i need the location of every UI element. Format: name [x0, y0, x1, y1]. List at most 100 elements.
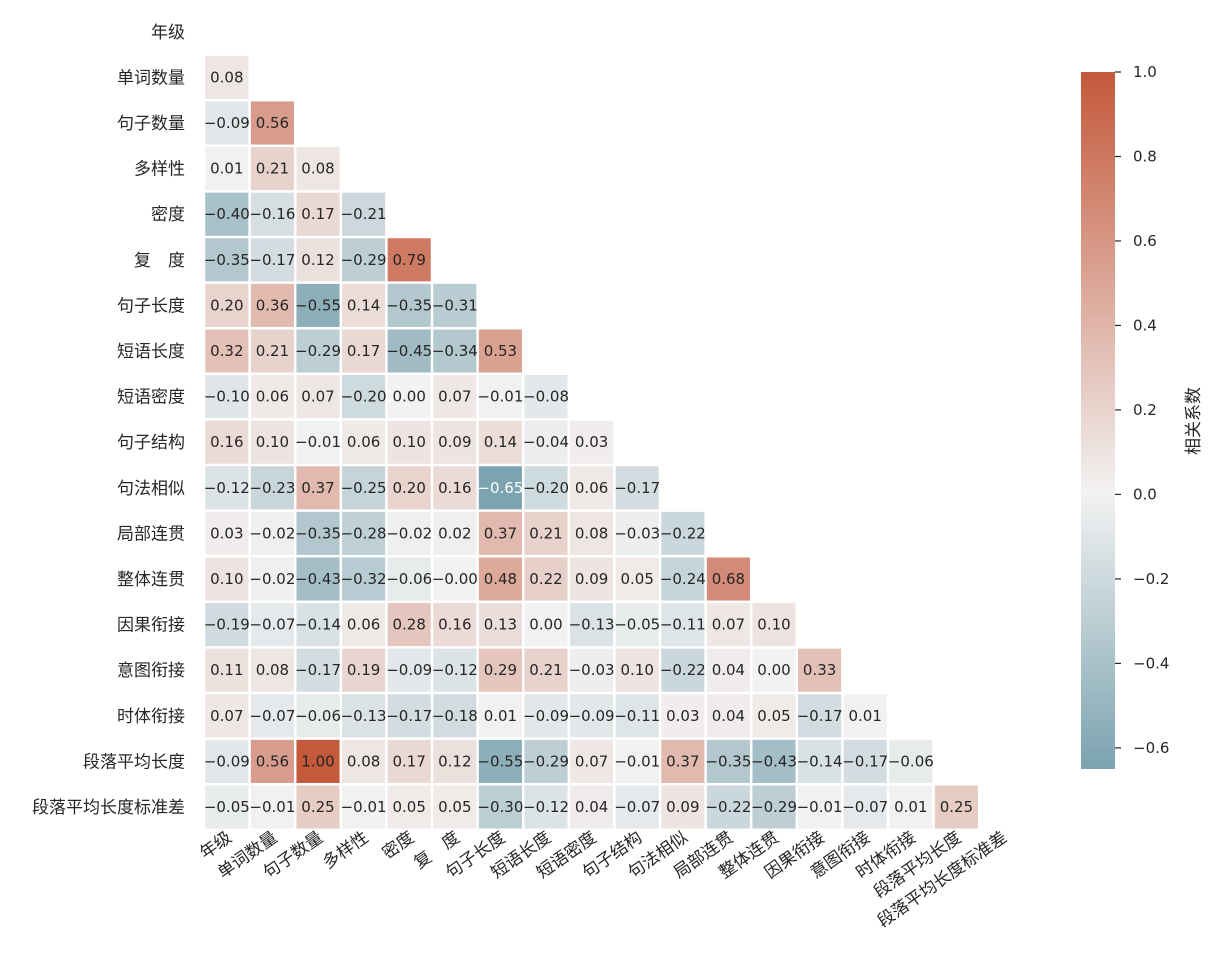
cell-value-label: −0.29: [295, 342, 341, 360]
heatmap-cell: [478, 375, 522, 419]
cell-value-label: 0.06: [256, 388, 289, 406]
heatmap-cell: [478, 466, 522, 510]
cell-value-label: 0.00: [757, 661, 790, 679]
heatmap-cell: [661, 603, 705, 647]
heatmap-cell: [752, 739, 796, 783]
cell-value-label: 0.56: [256, 752, 289, 770]
y-tick-label: 整体连贯: [117, 570, 185, 590]
cell-value-label: 0.04: [712, 707, 745, 725]
heatmap-cell: [205, 785, 249, 829]
cell-value-label: 0.09: [666, 798, 699, 816]
heatmap-cell: [570, 420, 614, 464]
heatmap-cell: [296, 557, 340, 601]
cell-value-label: 0.56: [256, 114, 289, 132]
heatmap-cell: [250, 192, 294, 236]
heatmap-cell: [250, 648, 294, 692]
y-tick-label: 意图衔接: [117, 661, 185, 681]
cell-value-label: 0.14: [347, 296, 380, 314]
heatmap-cell: [570, 785, 614, 829]
cell-value-label: −0.09: [386, 661, 432, 679]
cell-value-label: 0.16: [438, 479, 471, 497]
heatmap-cell: [752, 648, 796, 692]
cell-value-label: 0.00: [392, 388, 425, 406]
heatmap-cell: [205, 375, 249, 419]
heatmap-cell: [433, 603, 477, 647]
heatmap-cell: [478, 329, 522, 373]
cell-value-label: −0.09: [204, 114, 250, 132]
cell-value-label: 0.08: [301, 160, 334, 178]
heatmap-cell: [706, 648, 750, 692]
heatmap-cell: [570, 557, 614, 601]
cell-value-label: −0.08: [523, 388, 569, 406]
heatmap-cell: [478, 785, 522, 829]
heatmap-cell: [250, 739, 294, 783]
heatmap-cell: [478, 603, 522, 647]
heatmap-cell: [342, 511, 386, 555]
heatmap-cell: [205, 329, 249, 373]
heatmap-cell: [342, 375, 386, 419]
cell-value-label: −0.29: [751, 798, 797, 816]
heatmap-cell: [387, 648, 431, 692]
y-tick-label: 句子结构: [117, 433, 185, 453]
y-tick-label: 句法相似: [117, 479, 185, 499]
cell-value-label: 0.37: [484, 524, 517, 542]
cell-value-label: −0.20: [523, 479, 569, 497]
heatmap-cell: [296, 283, 340, 327]
cell-value-label: −0.29: [523, 752, 569, 770]
y-tick-label: 段落平均长度: [83, 752, 185, 772]
heatmap-cell: [433, 283, 477, 327]
cell-value-label: 0.03: [210, 524, 243, 542]
cell-value-label: −0.01: [341, 798, 387, 816]
y-tick-label: 时体衔接: [117, 707, 185, 727]
heatmap-cell: [433, 785, 477, 829]
cell-value-label: 0.19: [347, 661, 380, 679]
heatmap-cell: [387, 238, 431, 282]
cell-value-label: −0.43: [751, 752, 797, 770]
cell-value-label: −0.06: [386, 570, 432, 588]
cell-value-label: −0.00: [432, 570, 478, 588]
heatmap-cell: [798, 785, 842, 829]
cell-value-label: 0.12: [438, 752, 471, 770]
cell-value-label: 0.08: [210, 68, 243, 86]
y-tick-label: 密度: [151, 205, 185, 225]
heatmap-cell: [342, 648, 386, 692]
heatmap-cell: [661, 694, 705, 738]
cell-value-label: 0.13: [484, 616, 517, 634]
heatmap-cell: [205, 603, 249, 647]
heatmap-cell: [934, 785, 978, 829]
heatmap-cell: [661, 785, 705, 829]
heatmap-cell: [205, 55, 249, 99]
heatmap-cell: [250, 420, 294, 464]
colorbar-tick-label: 0.6: [1133, 232, 1157, 250]
cell-value-label: −0.35: [295, 524, 341, 542]
heatmap-cell: [889, 785, 933, 829]
cell-value-label: 0.00: [529, 616, 562, 634]
cell-value-label: −0.07: [842, 798, 888, 816]
cell-value-label: 0.10: [620, 661, 653, 679]
cell-value-label: −0.32: [341, 570, 387, 588]
heatmap-cell: [615, 557, 659, 601]
cell-value-label: 0.21: [529, 524, 562, 542]
cell-value-label: −0.29: [341, 251, 387, 269]
heatmap-cell: [250, 238, 294, 282]
heatmap-cell: [889, 739, 933, 783]
heatmap-cell: [615, 466, 659, 510]
cell-value-label: 0.10: [210, 570, 243, 588]
cell-value-label: 0.02: [438, 524, 471, 542]
heatmap-cell: [524, 694, 568, 738]
heatmap-cell: [433, 694, 477, 738]
heatmap-cell: [387, 557, 431, 601]
heatmap-cell: [524, 785, 568, 829]
cell-value-label: −0.09: [204, 752, 250, 770]
cell-value-label: 0.10: [256, 433, 289, 451]
y-tick-label: 句子数量: [117, 114, 185, 134]
heatmap-cell: [843, 739, 887, 783]
heatmap-cell: [433, 466, 477, 510]
cell-value-label: 0.07: [210, 707, 243, 725]
heatmap-cell: [706, 557, 750, 601]
cell-value-label: 0.09: [438, 433, 471, 451]
cell-value-label: 0.01: [484, 707, 517, 725]
heatmap-cell: [433, 739, 477, 783]
cell-value-label: −0.06: [888, 752, 934, 770]
